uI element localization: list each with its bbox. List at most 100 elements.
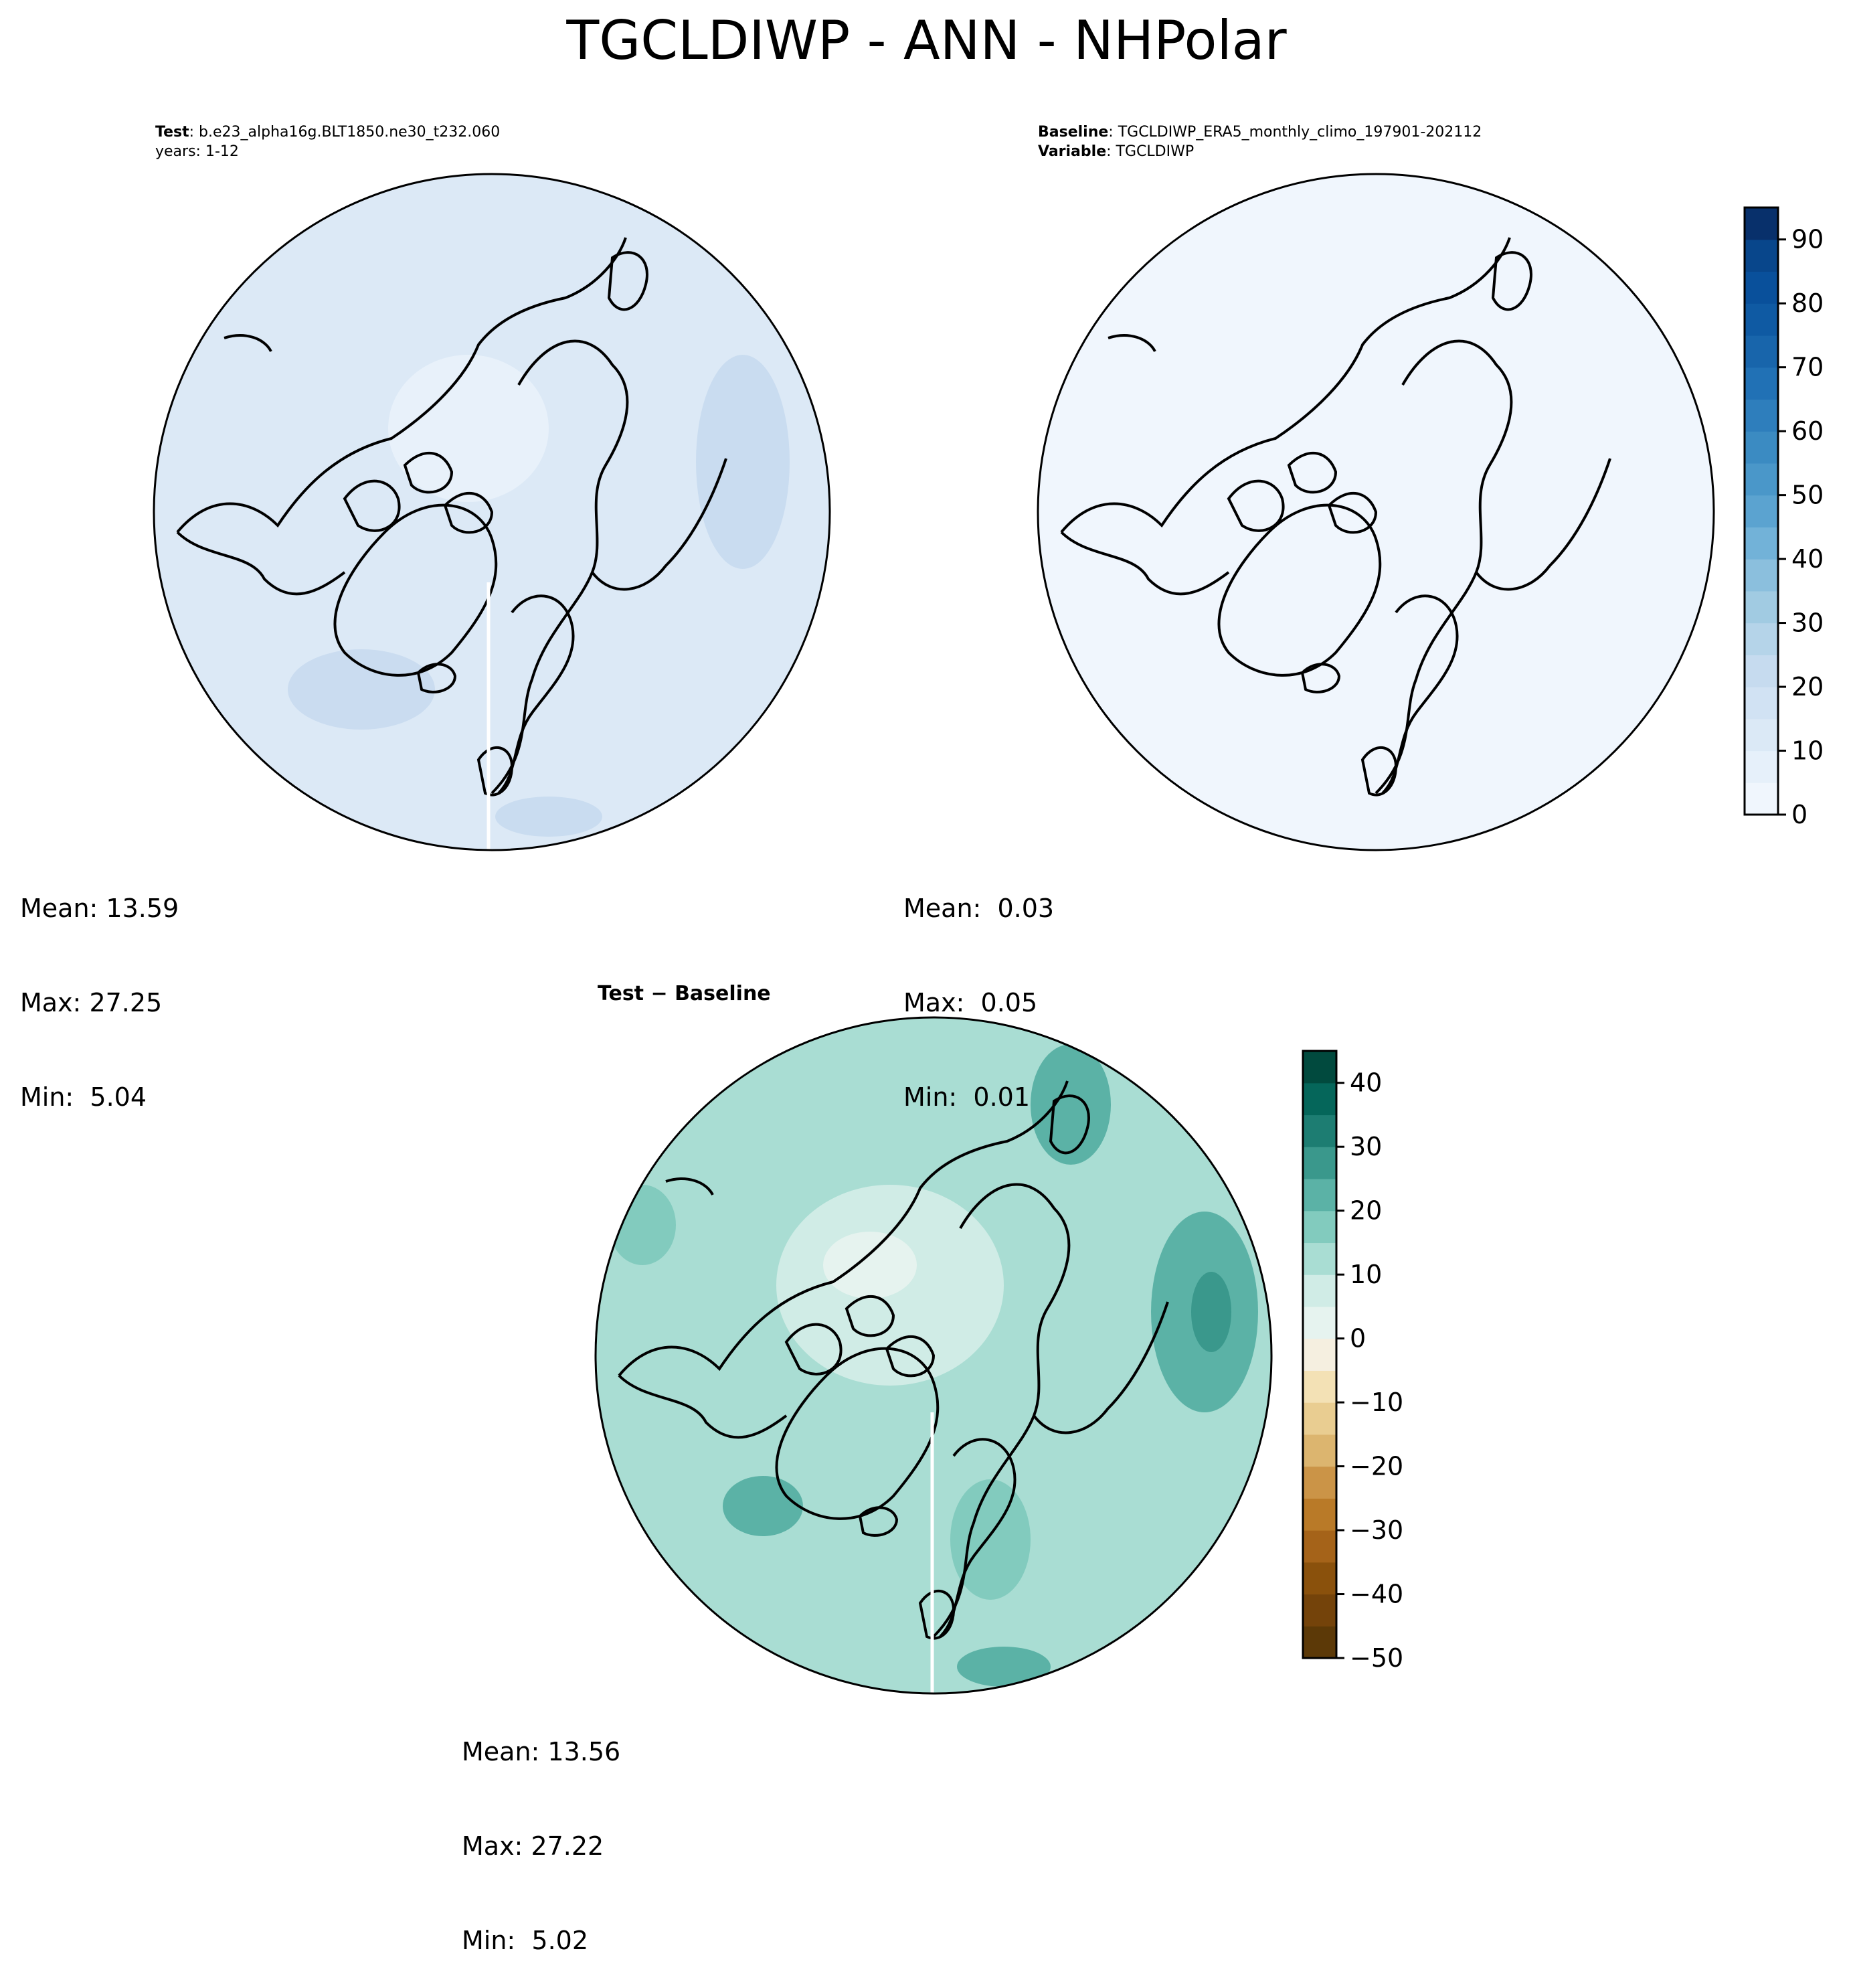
diff-colorbar-segment <box>1303 1338 1336 1371</box>
diff-colorbar-segment <box>1303 1434 1336 1467</box>
diff-colorbar-segment <box>1303 1178 1336 1212</box>
baseline-colorbar-segment <box>1745 718 1778 752</box>
baseline-colorbar-segment <box>1745 239 1778 272</box>
baseline-colorbar-segment <box>1745 367 1778 400</box>
diff-map-border <box>594 1016 1273 1695</box>
baseline-map <box>1037 173 1715 851</box>
diff-colorbar-tick-label: 20 <box>1350 1196 1382 1226</box>
diff-colorbar-segment <box>1303 1530 1336 1563</box>
diff-colorbar-segment <box>1303 1114 1336 1147</box>
diff-colorbar-segment <box>1303 1051 1336 1084</box>
test-label-value: : b.e23_alpha16g.BLT1850.ne30_t232.060 <box>189 124 501 141</box>
diff-map <box>594 1016 1273 1695</box>
baseline-colorbar-border <box>1743 206 1779 816</box>
diff-stats: Mean: 13.56 Max: 27.22 Min: 5.02 <box>462 1673 620 1988</box>
baseline-colorbar-segment <box>1745 399 1778 432</box>
figure-title: TGCLDIWP - ANN - NHPolar <box>566 9 1287 72</box>
test-high-region <box>696 355 790 569</box>
test-panel-title: Test: b.e23_alpha16g.BLT1850.ne30_t232.0… <box>155 122 500 161</box>
test-high-region <box>288 649 435 730</box>
diff-colorbar-segment <box>1303 1242 1336 1275</box>
diff-colorbar-tick-label: 0 <box>1350 1324 1366 1353</box>
diff-mid-region <box>609 1185 676 1265</box>
baseline-colorbar-segment <box>1745 623 1778 655</box>
baseline-colorbar-tick-label: 50 <box>1791 481 1824 510</box>
test-map-border <box>153 173 831 851</box>
diff-title-baseline: Baseline <box>675 982 771 1005</box>
diff-lowest-region <box>823 1232 917 1299</box>
baseline-colorbar-tick-label: 80 <box>1791 288 1824 318</box>
baseline-colorbar-segment <box>1745 495 1778 527</box>
variable-label-value: : TGCLDIWP <box>1106 143 1195 160</box>
diff-colorbar-segment <box>1303 1562 1336 1595</box>
colorbar-baseline: 0 10 20 30 40 50 60 70 80 90 <box>1743 206 1824 829</box>
diff-colorbar-tick-label: −20 <box>1350 1452 1403 1481</box>
baseline-colorbar-segment <box>1745 782 1778 815</box>
test-years-label: years: 1-12 <box>155 143 239 160</box>
baseline-colorbar-tick-label: 90 <box>1791 225 1824 254</box>
diff-mean: Mean: 13.56 <box>462 1737 621 1766</box>
baseline-colorbar-segment <box>1745 271 1778 304</box>
diff-colorbar-segment <box>1303 1274 1336 1307</box>
baseline-min: Min: 0.01 <box>903 1082 1030 1112</box>
diff-colorbar-segment <box>1303 1466 1336 1499</box>
diff-title-test: Test <box>598 982 644 1005</box>
baseline-colorbar-tick-label: 0 <box>1791 800 1807 829</box>
diff-colorbar-segment <box>1303 1082 1336 1116</box>
diff-high-region <box>723 1476 803 1536</box>
test-stats: Mean: 13.59 Max: 27.25 Min: 5.04 <box>20 830 179 1145</box>
baseline-stats: Mean: 0.03 Max: 0.05 Min: 0.01 <box>903 830 1054 1145</box>
diff-colorbar-segment <box>1303 1210 1336 1244</box>
baseline-colorbar-segment <box>1745 559 1778 592</box>
baseline-colorbar-segment <box>1745 463 1778 496</box>
test-high-region <box>495 797 602 837</box>
diff-max: Max: 27.22 <box>462 1831 604 1861</box>
diff-colorbar-segment <box>1303 1626 1336 1659</box>
diff-higher-region <box>1191 1272 1231 1352</box>
baseline-colorbar-segment <box>1745 208 1778 240</box>
baseline-colorbar-segment <box>1745 590 1778 624</box>
baseline-colorbar-tick-label: 70 <box>1791 353 1824 382</box>
variable-label-key: Variable <box>1038 143 1107 160</box>
diff-colorbar-tick-label: 30 <box>1350 1132 1382 1161</box>
baseline-colorbar-tick-label: 10 <box>1791 736 1824 766</box>
baseline-colorbar-tick-label: 60 <box>1791 416 1824 446</box>
baseline-label-key: Baseline <box>1038 124 1109 141</box>
baseline-colorbar-segment <box>1745 303 1778 336</box>
baseline-colorbar-tick-label: 30 <box>1791 608 1824 638</box>
test-max: Max: 27.25 <box>20 988 163 1017</box>
diff-colorbar-segment <box>1303 1147 1336 1179</box>
baseline-colorbar-tick-label: 40 <box>1791 544 1824 574</box>
diff-colorbar-segment <box>1303 1306 1336 1339</box>
baseline-colorbar-segment <box>1745 527 1778 560</box>
diff-colorbar-tick-label: −50 <box>1350 1643 1403 1673</box>
test-min: Min: 5.04 <box>20 1082 147 1112</box>
baseline-mean: Mean: 0.03 <box>903 894 1055 923</box>
baseline-label-value: : TGCLDIWP_ERA5_monthly_climo_197901-202… <box>1108 124 1482 141</box>
baseline-colorbar-segment <box>1745 687 1778 720</box>
baseline-colorbar-segment <box>1745 431 1778 464</box>
diff-title-sep: − <box>644 982 675 1005</box>
diff-high-region <box>957 1647 1051 1687</box>
baseline-panel-title: Baseline: TGCLDIWP_ERA5_monthly_climo_19… <box>1038 122 1482 161</box>
baseline-max: Max: 0.05 <box>903 988 1038 1017</box>
test-mean: Mean: 13.59 <box>20 894 179 923</box>
baseline-colorbar-segment <box>1745 335 1778 368</box>
diff-colorbar-segment <box>1303 1370 1336 1403</box>
diff-mid-region <box>950 1479 1031 1600</box>
diff-colorbar-tick-label: 40 <box>1350 1068 1382 1098</box>
diff-min: Min: 5.02 <box>462 1926 588 1955</box>
diff-panel-title: Test − Baseline <box>598 982 771 1005</box>
colorbar-diff: −50 −40 −30 −20 −10 0 10 20 30 40 <box>1302 1050 1403 1673</box>
test-label-key: Test <box>155 124 189 141</box>
diff-colorbar-segment <box>1303 1594 1336 1627</box>
baseline-map-border <box>1037 173 1715 851</box>
baseline-colorbar-segment <box>1745 655 1778 687</box>
diff-colorbar-border <box>1302 1050 1338 1659</box>
test-low-region <box>388 355 549 502</box>
diff-colorbar-tick-label: −10 <box>1350 1388 1403 1417</box>
diff-colorbar-tick-label: −30 <box>1350 1515 1403 1545</box>
baseline-colorbar-segment <box>1745 750 1778 783</box>
diff-colorbar-tick-label: 10 <box>1350 1260 1382 1289</box>
